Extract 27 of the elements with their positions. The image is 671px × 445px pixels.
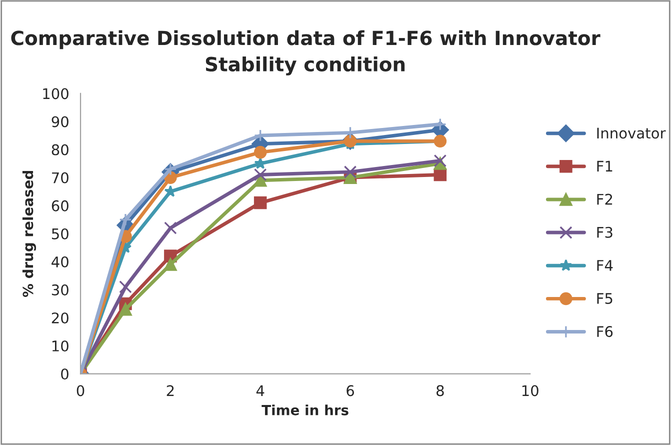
y-tick-label: 60 — [52, 200, 68, 212]
legend-label: Innovator — [597, 128, 666, 139]
chart-title: Comparative Dissolution data of F1-F6 with Innovator Stability condition — [11, 30, 600, 76]
y-axis-title: % drug released — [22, 170, 36, 298]
x-tick-label: 4 — [256, 385, 264, 396]
y-tick-label: 0 — [61, 368, 68, 380]
y-tick-label: 80 — [52, 144, 68, 156]
y-tick-label: 50 — [52, 228, 68, 240]
y-tick-label: 90 — [52, 116, 68, 128]
legend-label: F3 — [597, 226, 612, 238]
x-tick-label: 6 — [346, 385, 354, 396]
y-tick-label: 70 — [52, 172, 68, 184]
x-tick-label: 2 — [166, 385, 174, 396]
legend-label: F2 — [597, 194, 612, 205]
legend-label: F6 — [597, 326, 613, 338]
y-tick-label: 30 — [52, 284, 68, 296]
y-tick-label: 20 — [52, 312, 68, 324]
legend-label: F1 — [597, 160, 612, 172]
x-tick-label: 10 — [522, 385, 538, 396]
y-tick-label: 100 — [43, 88, 68, 100]
x-tick-label: 8 — [436, 385, 444, 396]
y-tick-label: 10 — [52, 340, 68, 352]
x-tick-label: 0 — [76, 385, 84, 396]
y-tick-label: 40 — [52, 256, 68, 268]
legend-label: F4 — [597, 260, 613, 271]
x-axis-title: Time in hrs — [262, 404, 348, 416]
legend-label: F5 — [597, 293, 612, 304]
